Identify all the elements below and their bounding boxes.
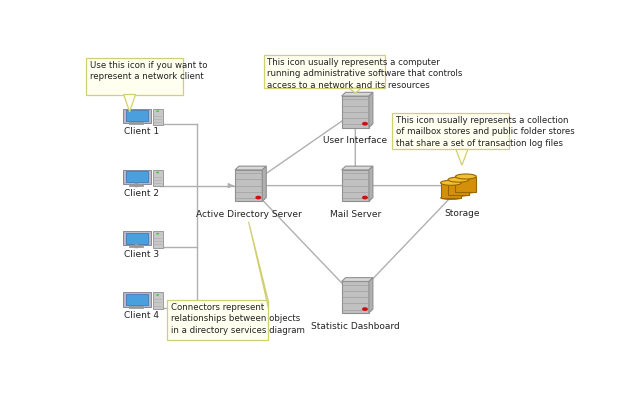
Polygon shape xyxy=(262,166,266,201)
Text: This icon usually represents a collection
of mailbox stores and public folder st: This icon usually represents a collectio… xyxy=(396,116,575,148)
Polygon shape xyxy=(342,92,373,96)
FancyBboxPatch shape xyxy=(124,293,150,306)
Text: Client 4: Client 4 xyxy=(125,311,159,320)
Polygon shape xyxy=(369,92,373,127)
Ellipse shape xyxy=(456,174,476,179)
Polygon shape xyxy=(369,278,373,313)
FancyBboxPatch shape xyxy=(264,55,385,88)
Circle shape xyxy=(156,110,159,112)
FancyBboxPatch shape xyxy=(342,282,369,313)
Ellipse shape xyxy=(440,196,461,200)
FancyBboxPatch shape xyxy=(235,170,262,201)
FancyBboxPatch shape xyxy=(124,170,150,184)
FancyBboxPatch shape xyxy=(126,110,148,121)
Polygon shape xyxy=(349,88,361,93)
FancyBboxPatch shape xyxy=(448,180,469,195)
Polygon shape xyxy=(369,166,373,201)
Circle shape xyxy=(362,307,368,311)
Text: User Interface: User Interface xyxy=(323,136,387,145)
Circle shape xyxy=(156,294,159,296)
Polygon shape xyxy=(124,95,136,112)
Ellipse shape xyxy=(448,177,469,182)
Circle shape xyxy=(156,233,159,235)
Circle shape xyxy=(362,196,368,200)
Text: Storage: Storage xyxy=(444,209,479,218)
FancyBboxPatch shape xyxy=(167,300,269,339)
Text: Client 2: Client 2 xyxy=(125,189,159,198)
Polygon shape xyxy=(249,222,269,308)
FancyBboxPatch shape xyxy=(124,109,150,123)
FancyBboxPatch shape xyxy=(153,109,163,125)
Text: Client 1: Client 1 xyxy=(124,127,159,137)
Text: This icon usually represents a computer
running administrative software that con: This icon usually represents a computer … xyxy=(268,58,463,90)
FancyBboxPatch shape xyxy=(126,171,148,182)
Circle shape xyxy=(255,196,261,200)
Text: Statistic Dashboard: Statistic Dashboard xyxy=(311,322,399,330)
Text: Connectors represent
relationships between objects
in a directory services diagr: Connectors represent relationships betwe… xyxy=(171,303,305,335)
FancyBboxPatch shape xyxy=(153,170,163,186)
Ellipse shape xyxy=(440,180,461,185)
FancyBboxPatch shape xyxy=(86,58,182,95)
FancyBboxPatch shape xyxy=(153,231,163,248)
Circle shape xyxy=(362,122,368,126)
FancyBboxPatch shape xyxy=(124,231,150,245)
Text: Mail Server: Mail Server xyxy=(330,210,381,219)
FancyBboxPatch shape xyxy=(126,233,148,244)
Text: Active Directory Server: Active Directory Server xyxy=(196,210,301,219)
FancyBboxPatch shape xyxy=(342,96,369,127)
Text: Use this icon if you want to
represent a network client: Use this icon if you want to represent a… xyxy=(90,61,207,81)
FancyBboxPatch shape xyxy=(392,113,509,149)
FancyBboxPatch shape xyxy=(342,170,369,201)
Polygon shape xyxy=(342,166,373,170)
FancyBboxPatch shape xyxy=(153,293,163,309)
Ellipse shape xyxy=(456,190,476,193)
Circle shape xyxy=(156,171,159,173)
Polygon shape xyxy=(456,149,468,165)
Text: Client 3: Client 3 xyxy=(124,250,159,259)
Polygon shape xyxy=(235,166,266,170)
FancyBboxPatch shape xyxy=(440,183,461,198)
Ellipse shape xyxy=(448,193,469,196)
FancyBboxPatch shape xyxy=(126,294,148,305)
Polygon shape xyxy=(342,278,373,282)
FancyBboxPatch shape xyxy=(456,177,476,192)
